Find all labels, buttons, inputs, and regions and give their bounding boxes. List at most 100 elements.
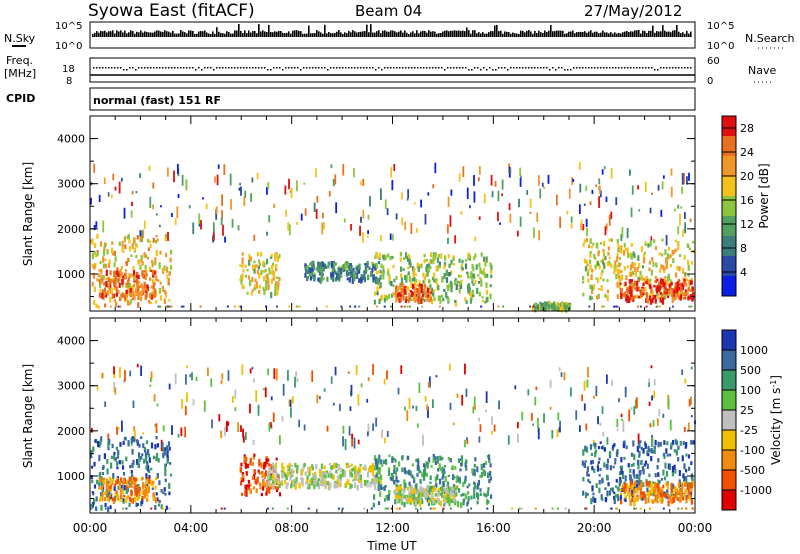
colorbar-tick-label: 4 <box>740 266 747 279</box>
data-cell <box>469 276 472 279</box>
data-cell <box>424 395 427 402</box>
data-cell <box>602 431 605 437</box>
data-cell <box>136 459 139 465</box>
data-cell <box>91 252 95 260</box>
noise-bar <box>324 24 326 37</box>
nave-tick-top: 60 <box>707 56 720 67</box>
data-cell <box>486 455 490 459</box>
noise-bar <box>506 31 508 37</box>
data-cell <box>121 489 124 495</box>
data-cell <box>399 257 402 262</box>
noise-bar <box>296 30 298 37</box>
colorbar-cell <box>722 256 736 276</box>
data-cell <box>257 265 260 270</box>
data-cell <box>162 425 165 432</box>
data-cell <box>639 440 642 444</box>
data-cell <box>671 297 674 304</box>
data-cell <box>134 487 138 494</box>
data-cell <box>337 464 341 468</box>
data-cell <box>271 262 275 267</box>
noise-bar <box>272 32 274 37</box>
nave-point <box>618 67 620 69</box>
nave-point <box>234 67 236 69</box>
data-cell <box>329 482 332 488</box>
data-cell <box>115 446 119 451</box>
data-cell <box>277 281 280 288</box>
data-cell <box>467 496 470 501</box>
data-cell <box>121 460 124 465</box>
data-cell <box>481 270 484 275</box>
data-cell <box>239 182 241 186</box>
data-cell <box>396 293 400 297</box>
data-cell <box>414 273 417 277</box>
data-cell <box>419 507 422 510</box>
data-cell <box>610 507 613 510</box>
data-cell <box>391 293 394 298</box>
data-cell <box>480 252 483 257</box>
noise-bar <box>634 30 636 37</box>
data-cell <box>145 461 149 464</box>
nave-point <box>225 67 227 69</box>
nave-point <box>249 67 251 69</box>
data-cell <box>615 274 618 280</box>
data-cell <box>609 465 612 471</box>
nave-point <box>192 67 194 69</box>
data-cell <box>126 300 130 306</box>
data-cell <box>120 293 123 300</box>
nave-point <box>132 67 134 69</box>
data-cell <box>295 481 298 485</box>
data-cell <box>663 282 666 288</box>
data-cell <box>691 477 694 483</box>
data-cell <box>102 465 105 469</box>
data-cell <box>408 397 411 410</box>
colorbar-cell <box>722 236 736 256</box>
nave-point <box>207 67 209 69</box>
data-cell <box>155 250 158 257</box>
data-cell <box>124 269 128 272</box>
data-cell <box>348 426 351 436</box>
data-cell <box>298 305 301 308</box>
data-cell <box>483 272 486 277</box>
noise-bar <box>162 31 164 37</box>
data-cell <box>244 264 247 268</box>
data-cell <box>121 241 124 247</box>
data-cell <box>148 278 152 281</box>
data-cell <box>253 453 256 457</box>
data-cell <box>100 492 103 497</box>
noise-bar <box>518 33 520 37</box>
data-cell <box>602 278 605 282</box>
noise-bar <box>192 30 194 37</box>
data-cell <box>633 500 636 507</box>
data-cell <box>677 245 680 251</box>
data-cell <box>337 274 340 281</box>
data-cell <box>565 302 568 305</box>
data-cell <box>283 472 286 478</box>
noise-bar <box>660 31 662 37</box>
data-cell <box>132 459 135 465</box>
data-cell <box>230 199 232 210</box>
data-cell <box>313 202 316 213</box>
data-cell <box>408 253 411 258</box>
noise-bar <box>490 31 492 37</box>
data-cell <box>631 185 634 195</box>
data-cell <box>618 246 622 253</box>
data-cell <box>432 276 435 281</box>
data-cell <box>269 469 272 473</box>
data-cell <box>620 233 623 241</box>
data-cell <box>629 253 632 258</box>
nave-point <box>657 69 659 71</box>
noise-bar <box>178 33 180 37</box>
data-cell <box>239 264 242 267</box>
data-cell <box>657 486 660 492</box>
data-cell <box>272 473 275 480</box>
data-cell <box>331 464 334 470</box>
data-cell <box>407 497 410 504</box>
data-cell <box>437 253 440 258</box>
data-cell <box>473 463 476 468</box>
noise-bar <box>502 33 504 37</box>
data-cell <box>628 297 631 304</box>
data-cell <box>383 305 386 308</box>
noise-bar <box>504 31 506 37</box>
data-cell <box>654 246 658 250</box>
data-cell <box>371 264 375 269</box>
